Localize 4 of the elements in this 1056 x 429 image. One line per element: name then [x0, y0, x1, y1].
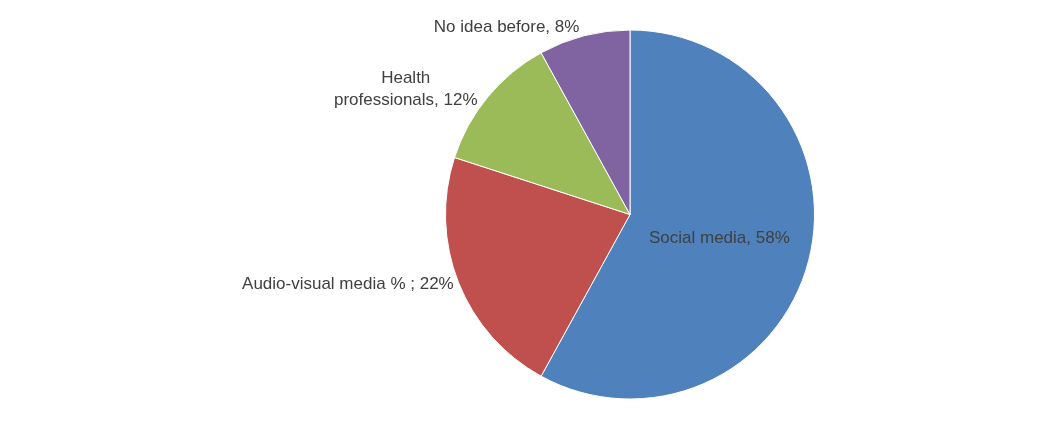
- data-label: Social media, 58%: [648, 227, 790, 247]
- data-label: No idea before, 8%: [433, 17, 580, 37]
- data-label: Health professionals, 12%: [333, 68, 478, 110]
- data-label: Audio-visual media % ; 22%: [242, 274, 454, 294]
